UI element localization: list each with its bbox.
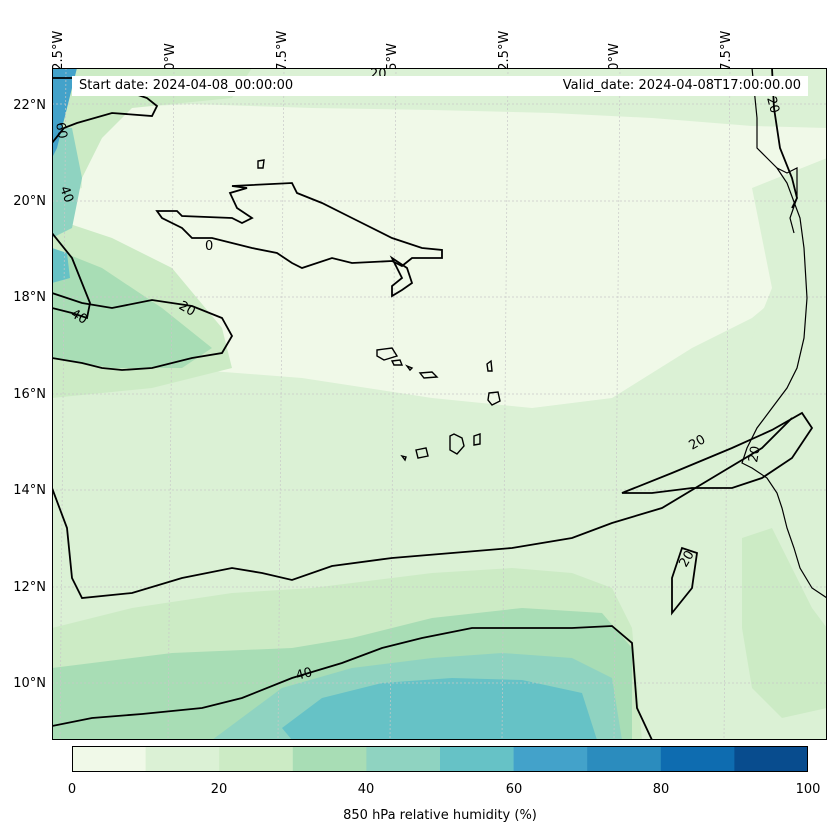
lat-label: 10°N	[13, 676, 46, 691]
contour-label: 20	[676, 548, 697, 570]
contour-label: 20	[687, 432, 709, 453]
island	[487, 391, 501, 406]
contour-label: 20	[763, 95, 782, 115]
colorbar-tick: 20	[210, 782, 228, 797]
contour-label: 60	[52, 121, 70, 140]
humidity-map: 0 20 20 40 40 40 20 20 20 20 60	[52, 68, 827, 740]
contour-20-east	[621, 411, 814, 494]
colorbar-tick: 100	[795, 782, 821, 797]
colorbar-segment	[440, 746, 515, 772]
map-frame	[52, 68, 827, 740]
colorbar-label: 850 hPa relative humidity (%)	[343, 808, 537, 823]
lat-label: 16°N	[13, 387, 46, 402]
humidity-band-20-30	[742, 528, 827, 718]
contour-40-south	[52, 625, 653, 740]
island	[257, 159, 265, 169]
island	[449, 433, 465, 455]
contour-label: 20	[176, 298, 198, 319]
colorbar-segment	[587, 746, 662, 772]
contour-20-mid	[52, 417, 793, 599]
island	[473, 433, 481, 446]
coastline	[776, 167, 798, 234]
humidity-band-20-30	[52, 68, 252, 188]
islands	[257, 159, 501, 462]
contour-label: 20	[746, 445, 764, 464]
humidity-band-40-50	[52, 128, 82, 238]
contour-0	[389, 255, 414, 298]
humidity-band-50-60	[52, 248, 70, 283]
humidity-band-10-20	[682, 158, 827, 398]
colorbar	[72, 746, 808, 772]
colorbar-segment	[660, 746, 735, 772]
humidity-band-50-60	[282, 678, 597, 740]
colorbar-segment	[734, 746, 808, 772]
island	[376, 347, 399, 361]
colorbar-tick: 40	[357, 782, 375, 797]
contour-lines	[52, 68, 814, 740]
island	[415, 447, 429, 459]
colorbar-segment	[145, 746, 220, 772]
colorbar-frame	[72, 746, 808, 772]
colorbar-segment	[513, 746, 588, 772]
island	[390, 359, 404, 366]
island	[418, 371, 439, 379]
lat-label: 22°N	[13, 98, 46, 113]
start-date: Start date: 2024-04-08_00:00:00	[79, 78, 294, 93]
lat-label: 20°N	[13, 194, 46, 209]
contour-20	[52, 292, 234, 371]
contour-20-east	[671, 546, 698, 616]
colorbar-tick: 60	[505, 782, 523, 797]
contour-label: 40	[56, 184, 76, 205]
colorbar-segment	[366, 746, 441, 772]
colorbar-segment	[219, 746, 294, 772]
humidity-band-30-40	[52, 248, 212, 368]
contour-label: 40	[68, 306, 90, 327]
colorbar-segment	[72, 746, 147, 772]
contour-labels: 0 20 20 40 40 40 20 20 20 20 60	[52, 68, 782, 684]
coastline	[741, 68, 827, 599]
colorbar-tick: 80	[652, 782, 670, 797]
lat-label: 18°N	[13, 290, 46, 305]
contour-40	[52, 232, 91, 320]
contour-0	[155, 182, 443, 269]
valid-date: Valid_date: 2024-04-08T17:00:00.00	[562, 78, 801, 93]
lat-label: 14°N	[13, 483, 46, 498]
island	[400, 454, 407, 462]
island	[486, 359, 493, 372]
colorbar-tick: 0	[67, 782, 77, 797]
contour-label: 40	[294, 665, 314, 684]
island	[404, 364, 414, 372]
contour-label: 0	[205, 239, 213, 254]
humidity-band-10-20	[52, 68, 827, 198]
date-box: Start date: 2024-04-08_00:00:00 Valid_da…	[72, 76, 808, 96]
colorbar-segment	[292, 746, 367, 772]
lat-label: 12°N	[13, 580, 46, 595]
